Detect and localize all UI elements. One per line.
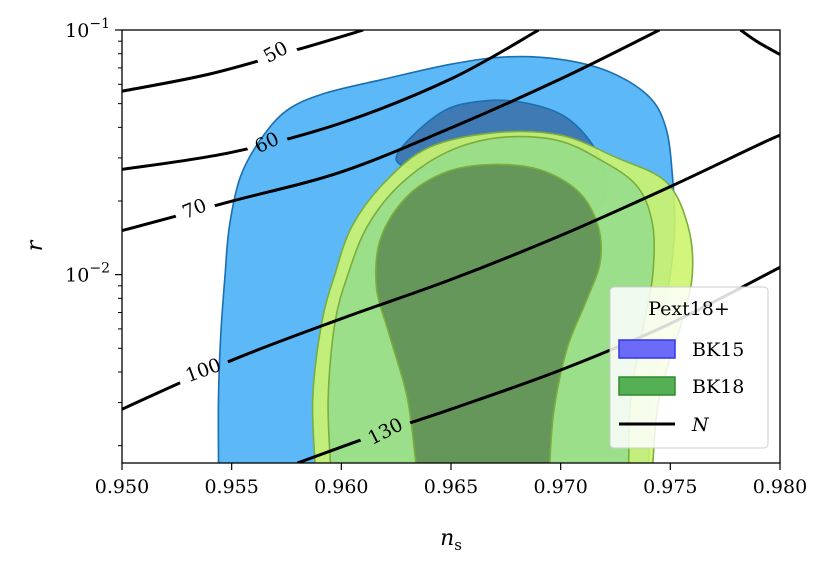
- x-tick-label: 0.965: [424, 476, 478, 498]
- legend-entry-bk15: BK15: [618, 339, 744, 361]
- legend-swatch-bk15: [618, 339, 676, 359]
- n-line-60: [122, 30, 540, 171]
- x-tick-label: 0.960: [314, 476, 368, 498]
- n-line-extra-5: [739, 30, 780, 56]
- x-axis-label-subscript: s: [454, 536, 462, 554]
- y-tick-label: 10−1: [65, 16, 110, 42]
- n-line-100: [122, 133, 780, 411]
- region-bk18-4: [374, 163, 603, 463]
- y-axis: 10−1 10−2: [65, 16, 122, 447]
- legend-label-n: N: [691, 414, 710, 436]
- legend-label-bk18: BK18: [692, 376, 744, 398]
- confidence-regions: [217, 55, 694, 463]
- legend-swatch-bk18: [618, 376, 676, 396]
- x-tick-label: 0.975: [643, 476, 697, 498]
- legend-entry-n: N: [619, 414, 710, 436]
- x-axis: 0.950 0.955 0.960 0.965 0.970 0.975 0.980: [95, 463, 807, 498]
- x-tick-label: 0.970: [533, 476, 587, 498]
- n-line-70: [122, 30, 661, 233]
- n-label-70: 70: [179, 194, 210, 223]
- n-label-50: 50: [260, 37, 292, 68]
- x-axis-label: ns: [440, 526, 462, 554]
- legend-frame: [609, 286, 769, 449]
- x-tick-label: 0.980: [753, 476, 807, 498]
- x-tick-label: 0.950: [95, 476, 149, 498]
- legend-label-bk15: BK15: [692, 339, 744, 361]
- n-lines: [122, 30, 780, 463]
- y-axis-label: r: [23, 239, 48, 251]
- legend: Pext18+ BK15 BK18 N: [609, 286, 769, 449]
- x-tick-label: 0.955: [204, 476, 258, 498]
- legend-entry-bk18: BK18: [618, 376, 744, 398]
- n-line-50: [122, 30, 364, 93]
- n-label-100: 100: [183, 354, 225, 387]
- y-tick-label: 10−2: [65, 261, 110, 287]
- legend-title: Pext18+: [648, 298, 730, 320]
